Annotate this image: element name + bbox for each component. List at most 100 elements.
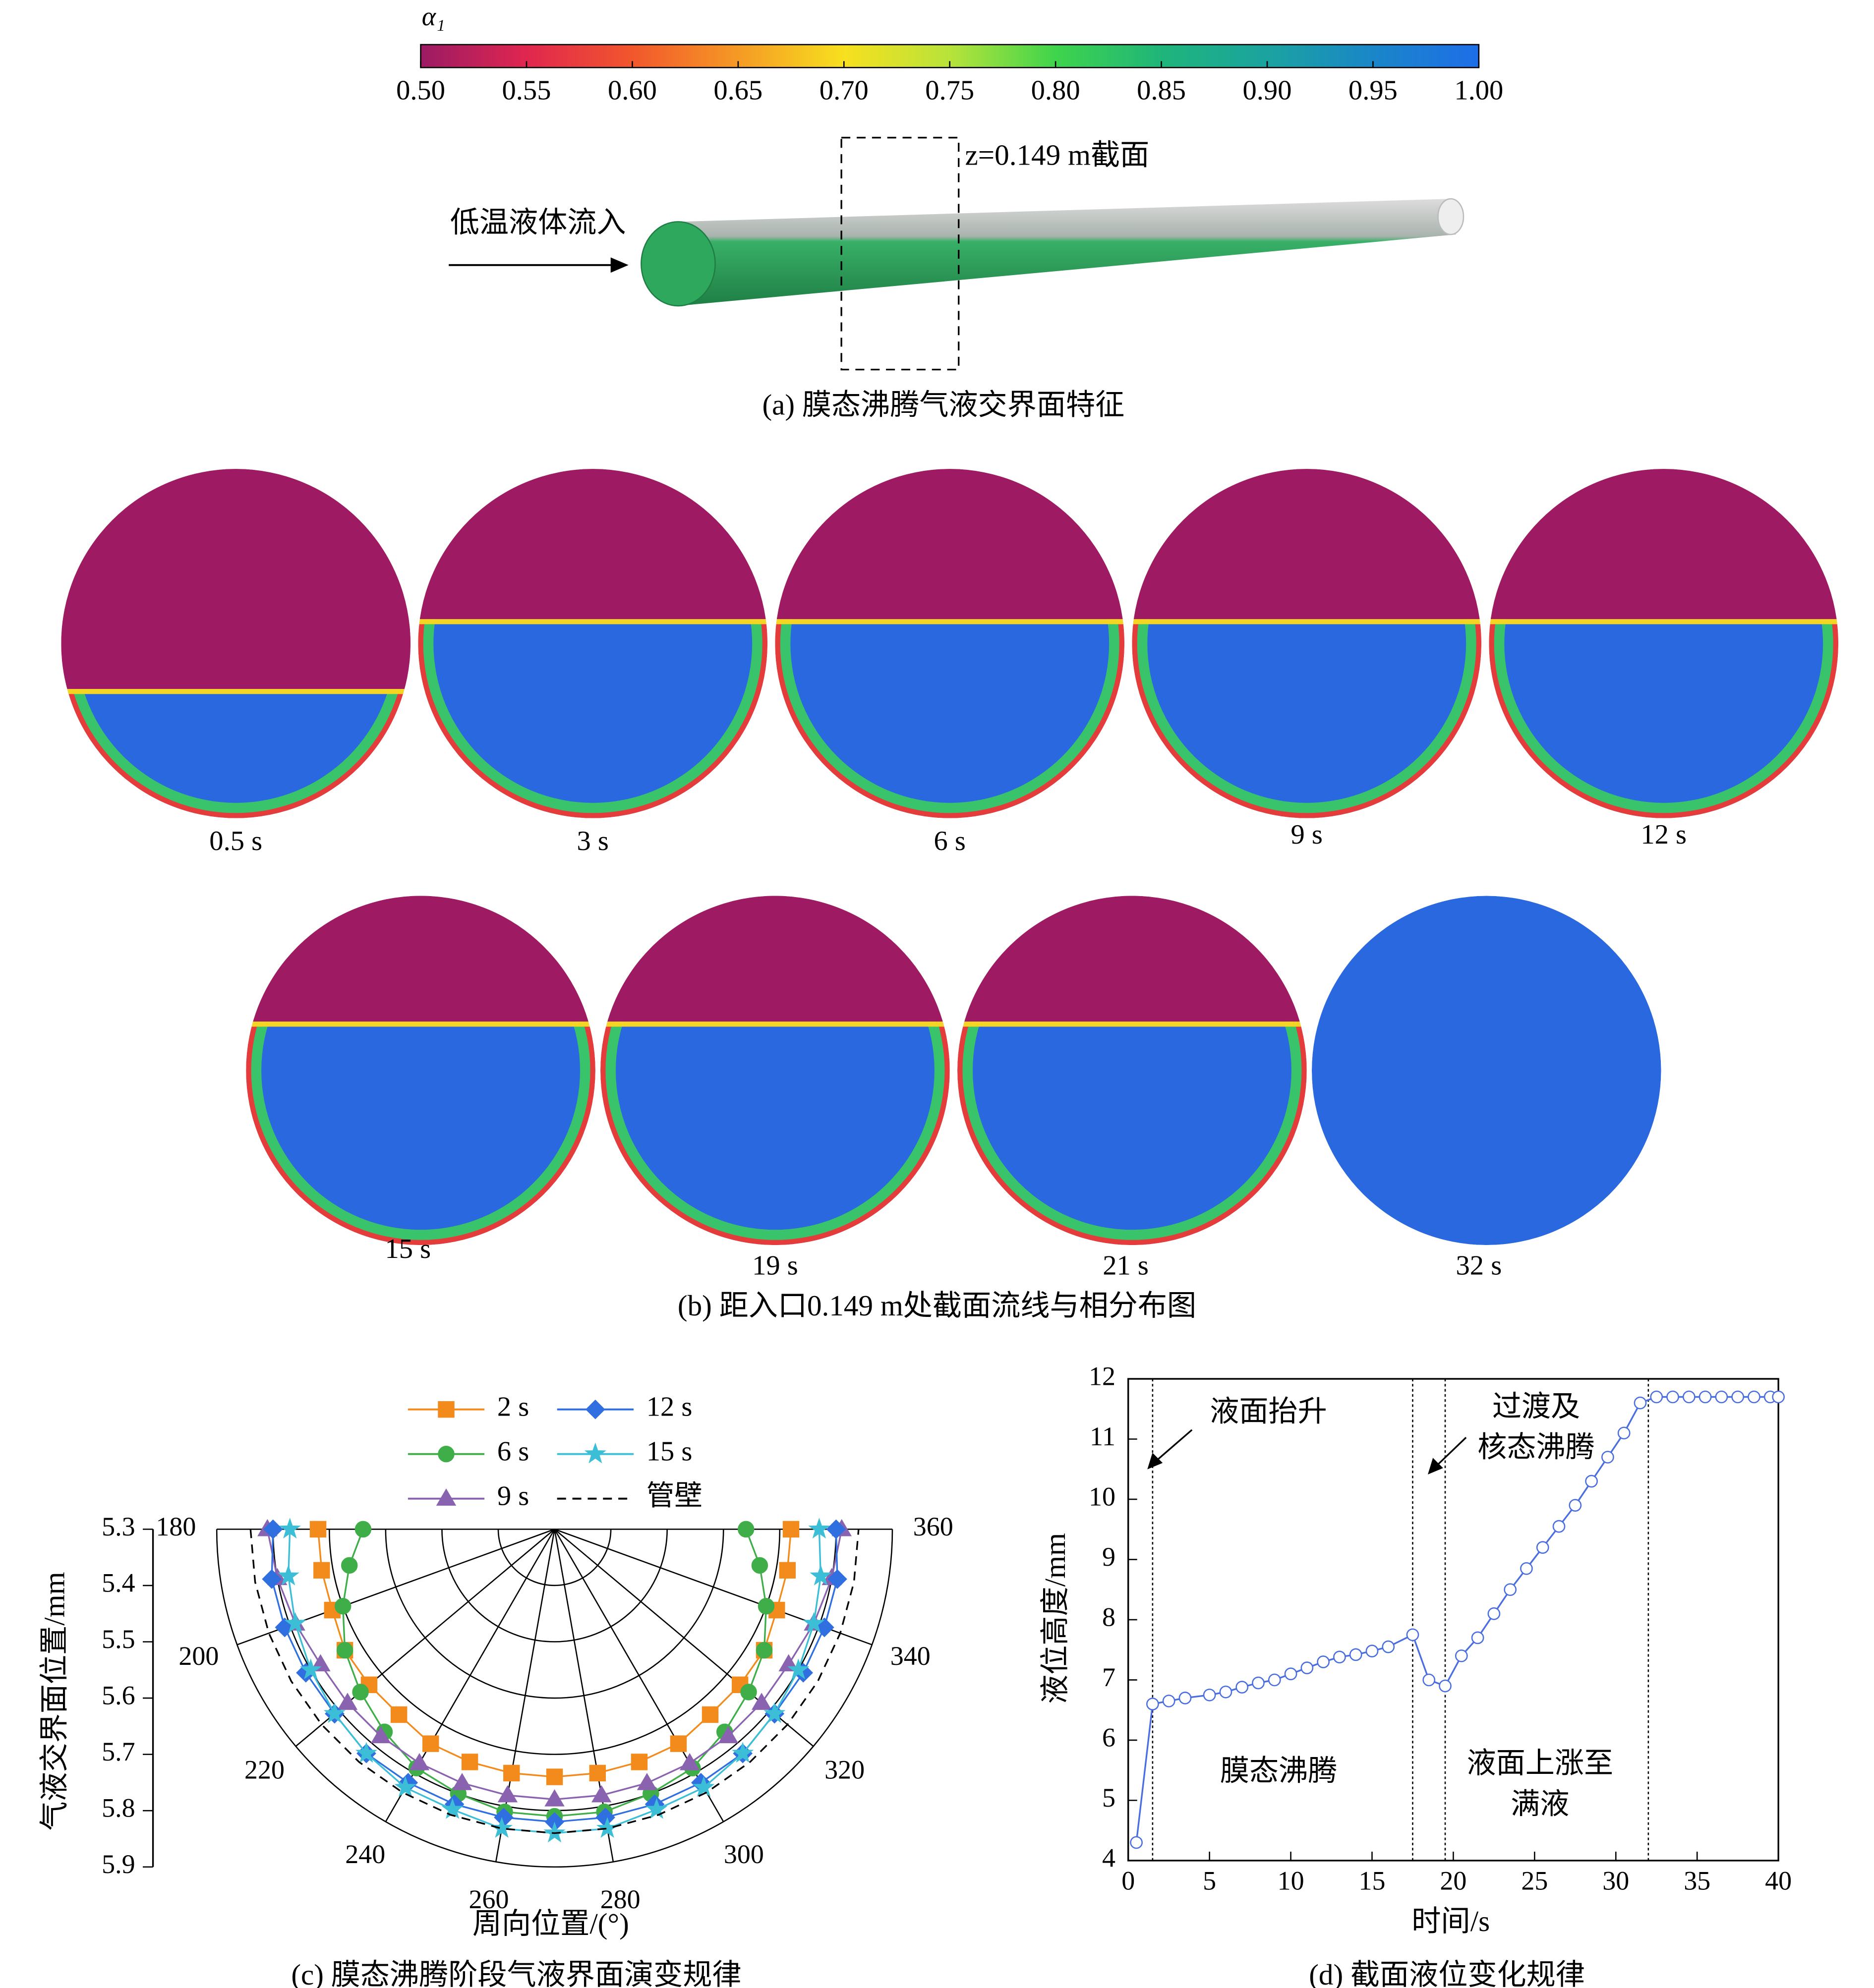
cross-section: [957, 896, 1307, 1246]
marker: [336, 1642, 353, 1659]
y-tick-label: 5.4: [102, 1568, 135, 1597]
x-tick-label: 35: [1684, 1866, 1710, 1896]
time-label: 32 s: [1456, 1250, 1502, 1281]
marker: [1349, 1648, 1362, 1661]
series-line: [249, 1529, 860, 1834]
marker: [1422, 1673, 1436, 1687]
marker: [1552, 1520, 1566, 1533]
x-axis-title: 周向位置/(°): [472, 1907, 629, 1940]
marker: [263, 1519, 283, 1539]
grid-circle: [216, 1529, 893, 1868]
marker: [1715, 1390, 1728, 1404]
marker: [751, 1693, 772, 1710]
y-axis-title: 液位高度/mm: [1039, 1533, 1071, 1704]
marker: [826, 1519, 846, 1539]
section-interface: [246, 1022, 595, 1027]
section-interface: [957, 1022, 1307, 1027]
marker: [1569, 1499, 1582, 1512]
marker: [1333, 1650, 1346, 1664]
colorbar-tick-label: 0.50: [396, 75, 445, 106]
angle-label: 360: [913, 1512, 953, 1541]
content: 0.50 0.55 0.60 0.65 0.70 0.75 0.80 0.85 0.90 0.95…: [38, 44, 1838, 1988]
marker: [1650, 1390, 1663, 1404]
angle-label: 320: [824, 1755, 865, 1785]
marker: [1666, 1390, 1679, 1404]
marker: [1471, 1631, 1484, 1645]
marker: [1487, 1607, 1501, 1620]
marker: [1772, 1390, 1785, 1404]
colorbar-tick-label: 0.85: [1137, 75, 1186, 106]
colorbar-tick-label: 0.55: [502, 75, 551, 106]
inlet-arrowhead: [610, 257, 629, 273]
marker: [544, 1789, 565, 1807]
annotation-arrowhead: [1147, 1453, 1163, 1470]
cross-section: [246, 896, 595, 1246]
section-gas-cap: [957, 896, 1307, 1022]
legend-label: 6 s: [497, 1436, 529, 1467]
marker: [758, 1598, 775, 1615]
marker: [1682, 1390, 1696, 1404]
legend-label: 2 s: [497, 1392, 529, 1422]
y-tick-label: 5: [1102, 1783, 1115, 1813]
marker: [803, 1612, 825, 1633]
annotation: 核态沸腾: [1477, 1431, 1595, 1464]
marker: [394, 1776, 416, 1797]
y-tick-label: 9: [1102, 1542, 1115, 1572]
angle-label: 280: [600, 1884, 641, 1914]
marker: [1731, 1390, 1745, 1404]
marker: [751, 1557, 768, 1574]
cross-section: [775, 469, 1124, 818]
cross-section: [1312, 896, 1661, 1246]
y-tick-label: 11: [1090, 1421, 1115, 1451]
marker: [1284, 1667, 1297, 1681]
series-line: [1135, 1396, 1779, 1843]
marker: [461, 1754, 478, 1770]
angle-label: 220: [244, 1755, 285, 1785]
annotation: 满液: [1511, 1787, 1569, 1820]
marker: [810, 1564, 832, 1586]
marker: [1520, 1562, 1533, 1575]
inlet-label: 低温液体流入: [450, 206, 626, 239]
angle-label: 240: [345, 1839, 385, 1869]
colorbar-tick-label: 0.95: [1348, 75, 1398, 106]
colorbar-tick-label: 0.70: [820, 75, 869, 106]
marker: [1748, 1390, 1760, 1404]
grid-circle: [441, 1529, 668, 1643]
marker: [546, 1768, 563, 1785]
caption: (c) 膜态沸腾阶段气液界面演变规律: [291, 1958, 741, 1988]
y-tick-label: 5.8: [102, 1793, 135, 1823]
legend-marker: [586, 1399, 605, 1420]
pipe-body: [678, 199, 1456, 306]
grid-circle: [385, 1529, 724, 1699]
angle-label: 340: [890, 1641, 931, 1671]
section-gas-cap: [246, 896, 595, 1022]
y-tick-label: 4: [1102, 1843, 1115, 1873]
section-label: z=0.149 m截面: [965, 138, 1150, 171]
legend-marker: [438, 1401, 455, 1418]
section-interface: [775, 619, 1124, 625]
marker: [279, 1518, 301, 1539]
x-axis-title: 时间/s: [1411, 1905, 1490, 1937]
angle-label: 200: [178, 1641, 219, 1671]
x-tick-label: 5: [1203, 1866, 1216, 1896]
marker: [503, 1764, 520, 1782]
caption: (d) 截面液位变化规律: [1309, 1958, 1585, 1988]
annotation: 液面上涨至: [1466, 1747, 1613, 1779]
marker: [1162, 1695, 1175, 1707]
marker: [543, 1821, 566, 1843]
legend-label: 12 s: [646, 1392, 693, 1422]
marker: [284, 1612, 306, 1633]
section-gas-cap: [418, 469, 767, 620]
marker: [670, 1735, 687, 1752]
y-axis-title: 气液交界面位置/mm: [38, 1572, 70, 1830]
annotation-arrowhead: [1428, 1458, 1443, 1475]
marker: [1504, 1583, 1517, 1596]
y-tick-label: 7: [1102, 1662, 1115, 1692]
marker: [808, 1518, 830, 1539]
pipe-outlet: [1437, 198, 1464, 235]
marker: [422, 1735, 439, 1752]
marker: [1317, 1655, 1330, 1668]
marker: [337, 1693, 358, 1710]
plot-frame: [1127, 1378, 1779, 1862]
marker: [738, 1521, 755, 1538]
